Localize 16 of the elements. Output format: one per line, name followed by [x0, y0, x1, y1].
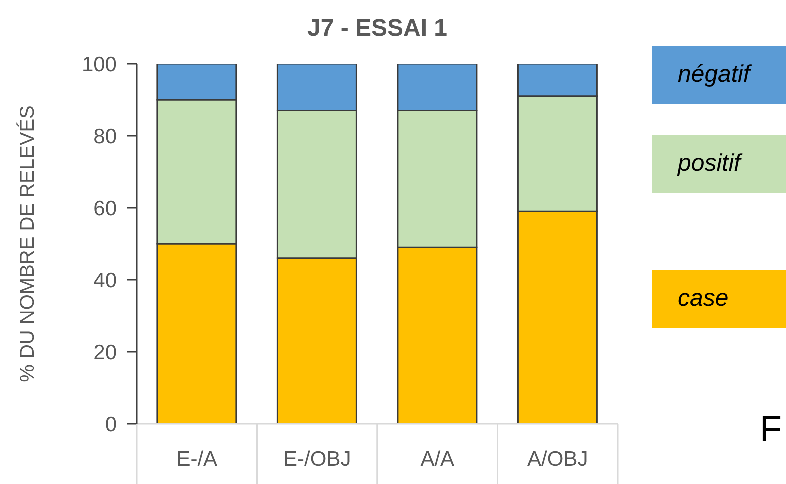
- y-tick-label: 0: [105, 413, 117, 436]
- text: négatif: [652, 46, 786, 104]
- y-tick-label: 60: [94, 197, 117, 220]
- x-tick-label: A/OBJ: [528, 448, 588, 471]
- y-tick-label: 80: [94, 125, 117, 148]
- y-tick-label: 20: [94, 341, 117, 364]
- y-axis-title: % DU NOMBRE DE RELEVÉS: [16, 106, 39, 382]
- x-tick-label: E-/A: [176, 448, 218, 471]
- x-tick-label: E-/OBJ: [284, 448, 352, 471]
- chart-title: J7 - ESSAI 1: [307, 15, 448, 42]
- y-tick-label: 100: [82, 53, 117, 76]
- text: positif: [652, 135, 786, 193]
- y-tick-label: 40: [94, 269, 117, 292]
- text: case: [652, 270, 786, 328]
- text: F: [760, 408, 782, 450]
- x-tick-label: A/A: [420, 448, 455, 471]
